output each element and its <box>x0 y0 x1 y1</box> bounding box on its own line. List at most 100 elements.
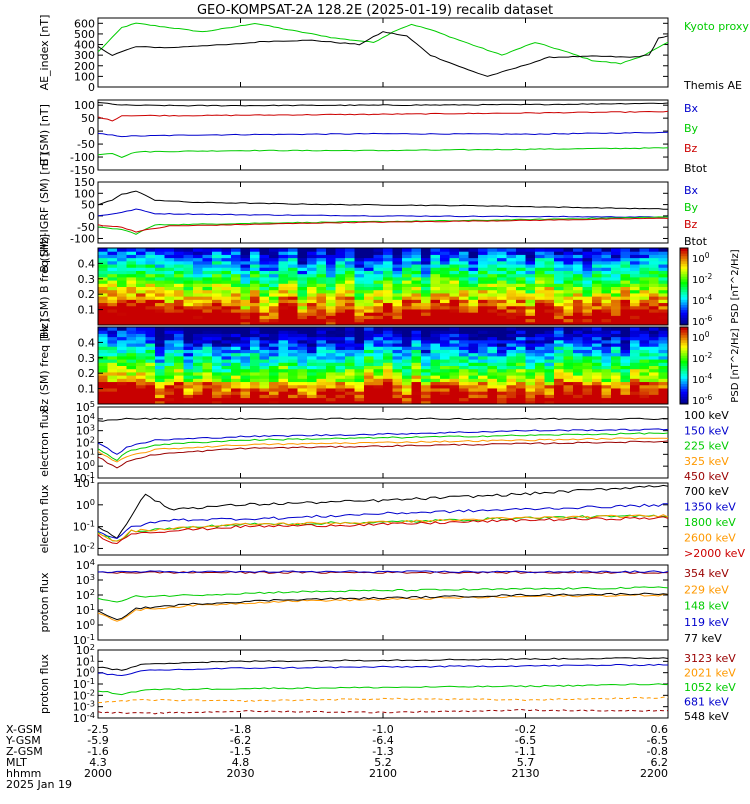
spectrogram-cell <box>250 378 260 383</box>
spectrogram-cell <box>468 349 479 354</box>
spectrogram-cell <box>421 296 431 300</box>
spectrogram-cell <box>478 248 488 252</box>
spectrogram-cell <box>288 375 298 379</box>
spectrogram-cell <box>145 339 156 344</box>
spectrogram-cell <box>478 368 488 373</box>
spectrogram-cell <box>554 289 564 294</box>
spectrogram-cell <box>601 387 612 392</box>
spectrogram-cell <box>497 387 507 392</box>
spectrogram-cell <box>421 257 431 262</box>
spectrogram-cell <box>392 352 403 357</box>
colorbar-cell <box>680 375 688 379</box>
spectrogram-cell <box>221 359 232 363</box>
spectrogram-cell <box>639 283 650 287</box>
spectrogram-cell <box>383 371 393 376</box>
colorbar-cell <box>680 398 688 402</box>
y-tick-label: 0.3 <box>78 273 96 286</box>
spectrogram-cell <box>183 359 194 363</box>
spectrogram-cell <box>221 381 232 386</box>
spectrogram-cell <box>107 384 118 389</box>
spectrogram-cell <box>554 286 564 291</box>
spectrogram-cell <box>98 248 108 252</box>
spectrogram-cell <box>335 381 346 386</box>
spectrogram-cell <box>345 349 355 354</box>
spectrogram-cell <box>383 280 393 284</box>
spectrogram-cell <box>525 296 536 300</box>
spectrogram-cell <box>373 333 384 338</box>
spectrogram-cell <box>250 302 260 307</box>
spectrogram-cell <box>221 296 232 300</box>
spectrogram-cell <box>611 264 621 268</box>
spectrogram-cell <box>563 378 574 383</box>
spectrogram-cell <box>269 368 279 373</box>
spectrogram-cell <box>421 321 431 326</box>
spectrogram-cell <box>440 283 450 287</box>
spectrogram-cell <box>145 400 156 405</box>
series-line <box>98 571 669 574</box>
y-tick-label: 101 <box>76 602 95 617</box>
spectrogram-cell <box>345 283 355 287</box>
spectrogram-cell <box>269 384 279 389</box>
spectrogram-cell <box>392 384 403 389</box>
spectrogram-cell <box>278 270 289 275</box>
spectrogram-cell <box>354 343 365 347</box>
spectrogram-cell <box>620 365 631 370</box>
spectrogram-cell <box>136 257 146 262</box>
spectrogram-cell <box>183 384 194 389</box>
spectrogram-cell <box>554 257 564 262</box>
spectrogram-cell <box>411 349 422 354</box>
spectrogram-cell <box>212 289 222 294</box>
spectrogram-cell <box>487 283 498 287</box>
spectrogram-cell <box>440 397 450 402</box>
spectrogram-cell <box>620 368 631 373</box>
spectrogram-cell <box>164 368 175 373</box>
spectrogram-cell <box>487 308 498 313</box>
spectrogram-cell <box>297 387 308 392</box>
spectrogram-cell <box>563 391 574 395</box>
spectrogram-cell <box>601 349 612 354</box>
panel-frame <box>97 247 669 326</box>
colorbar-tick-label: 10-2 <box>692 272 712 286</box>
spectrogram-cell <box>630 296 640 300</box>
spectrogram-cell <box>478 400 488 405</box>
spectrogram-cell <box>639 359 650 363</box>
spectrogram-cell <box>155 286 165 291</box>
spectrogram-cell <box>383 296 393 300</box>
spectrogram-cell <box>354 397 365 402</box>
spectrogram-cell <box>620 257 631 262</box>
spectrogram-cell <box>259 359 270 363</box>
spectrogram-cell <box>592 273 602 278</box>
spectrogram-cell <box>297 327 308 331</box>
spectrogram-cell <box>202 343 213 347</box>
spectrogram-cell <box>278 365 289 370</box>
spectrogram-cell <box>383 391 393 395</box>
spectrogram-cell <box>592 264 602 268</box>
spectrogram-cell <box>611 312 621 316</box>
spectrogram-cell <box>202 251 213 255</box>
spectrogram-cell <box>383 264 393 268</box>
spectrogram-cell <box>392 400 403 405</box>
spectrogram-cell <box>573 289 583 294</box>
spectrogram-cell <box>459 349 469 354</box>
spectrogram-cell <box>630 333 640 338</box>
spectrogram-cell <box>288 270 298 275</box>
spectrogram-cell <box>582 362 593 366</box>
spectrogram-cell <box>145 267 156 271</box>
spectrogram-cell <box>316 387 327 392</box>
spectrogram-cell <box>288 349 298 354</box>
spectrogram-cell <box>516 352 526 357</box>
spectrogram-cell <box>250 349 260 354</box>
spectrogram-cell <box>155 387 165 392</box>
spectrogram-cell <box>468 387 479 392</box>
y-tick-label: 400 <box>74 39 95 52</box>
spectrogram-cell <box>639 375 650 379</box>
spectrogram-cell <box>136 308 146 313</box>
spectrogram-cell <box>573 292 583 297</box>
spectrogram-cell <box>421 292 431 297</box>
spectrogram-cell <box>117 257 127 262</box>
spectrogram-cell <box>345 251 355 255</box>
time-axis-value: -6.5 <box>515 734 536 747</box>
spectrogram-cell <box>459 339 469 344</box>
spectrogram-cell <box>411 264 422 268</box>
spectrogram-cell <box>639 333 650 338</box>
